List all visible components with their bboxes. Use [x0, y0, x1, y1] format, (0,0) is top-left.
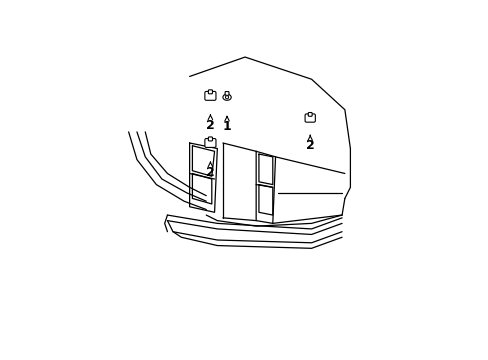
FancyBboxPatch shape: [305, 114, 315, 122]
FancyBboxPatch shape: [204, 139, 216, 148]
FancyBboxPatch shape: [208, 137, 212, 141]
Text: 2: 2: [205, 166, 214, 179]
Text: 1: 1: [222, 120, 231, 133]
Text: 2: 2: [205, 119, 214, 132]
Text: 2: 2: [305, 139, 314, 152]
Ellipse shape: [223, 94, 231, 100]
FancyBboxPatch shape: [224, 91, 228, 95]
Circle shape: [225, 96, 228, 99]
FancyBboxPatch shape: [307, 113, 311, 116]
FancyBboxPatch shape: [208, 90, 212, 94]
FancyBboxPatch shape: [204, 91, 216, 100]
